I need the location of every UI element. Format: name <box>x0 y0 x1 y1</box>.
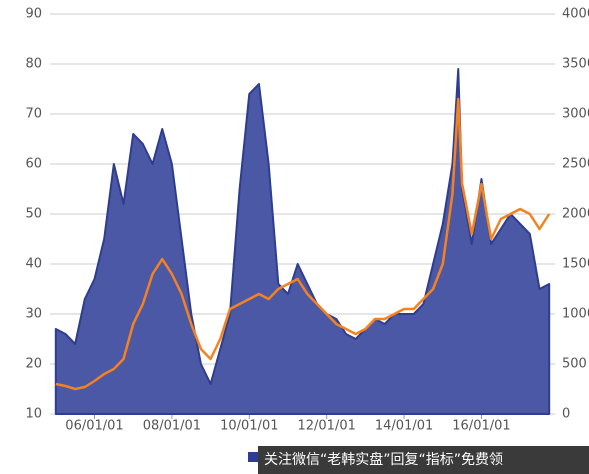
legend-swatch <box>248 452 258 462</box>
x-tick-label: 08/01/01 <box>143 419 201 434</box>
y-tick-label: 30 <box>25 307 42 322</box>
y2-tick-label: 3500 <box>562 57 589 72</box>
x-tick-label: 06/01/01 <box>65 419 123 434</box>
y2-tick-label: 1500 <box>562 257 589 272</box>
y2-tick-label: 500 <box>562 357 587 372</box>
y2-tick-label: 2000 <box>562 207 589 222</box>
y2-tick-label: 2500 <box>562 157 589 172</box>
y-tick-label: 60 <box>25 157 42 172</box>
y-tick-label: 80 <box>25 57 42 72</box>
watermark-box <box>258 446 589 474</box>
x-tick-label: 14/01/01 <box>375 419 433 434</box>
pe-area <box>54 68 551 415</box>
x-tick-label: 16/01/01 <box>452 419 510 434</box>
y2-tick-label: 0 <box>562 407 570 422</box>
y-tick-label: 20 <box>25 357 42 372</box>
y2-tick-label: 1000 <box>562 307 589 322</box>
y-tick-label: 70 <box>25 107 42 122</box>
y2-tick-label: 3000 <box>562 107 589 122</box>
watermark: 关注微信“老韩实盘”回复“指标”免费领 <box>264 451 503 468</box>
y-tick-label: 90 <box>25 7 42 22</box>
x-tick-label: 12/01/01 <box>297 419 355 434</box>
y-tick-label: 10 <box>25 407 42 422</box>
x-tick-label: 10/01/01 <box>220 419 278 434</box>
index-line <box>55 97 551 391</box>
y-tick-label: 50 <box>25 207 42 222</box>
y-tick-label: 40 <box>25 257 42 272</box>
